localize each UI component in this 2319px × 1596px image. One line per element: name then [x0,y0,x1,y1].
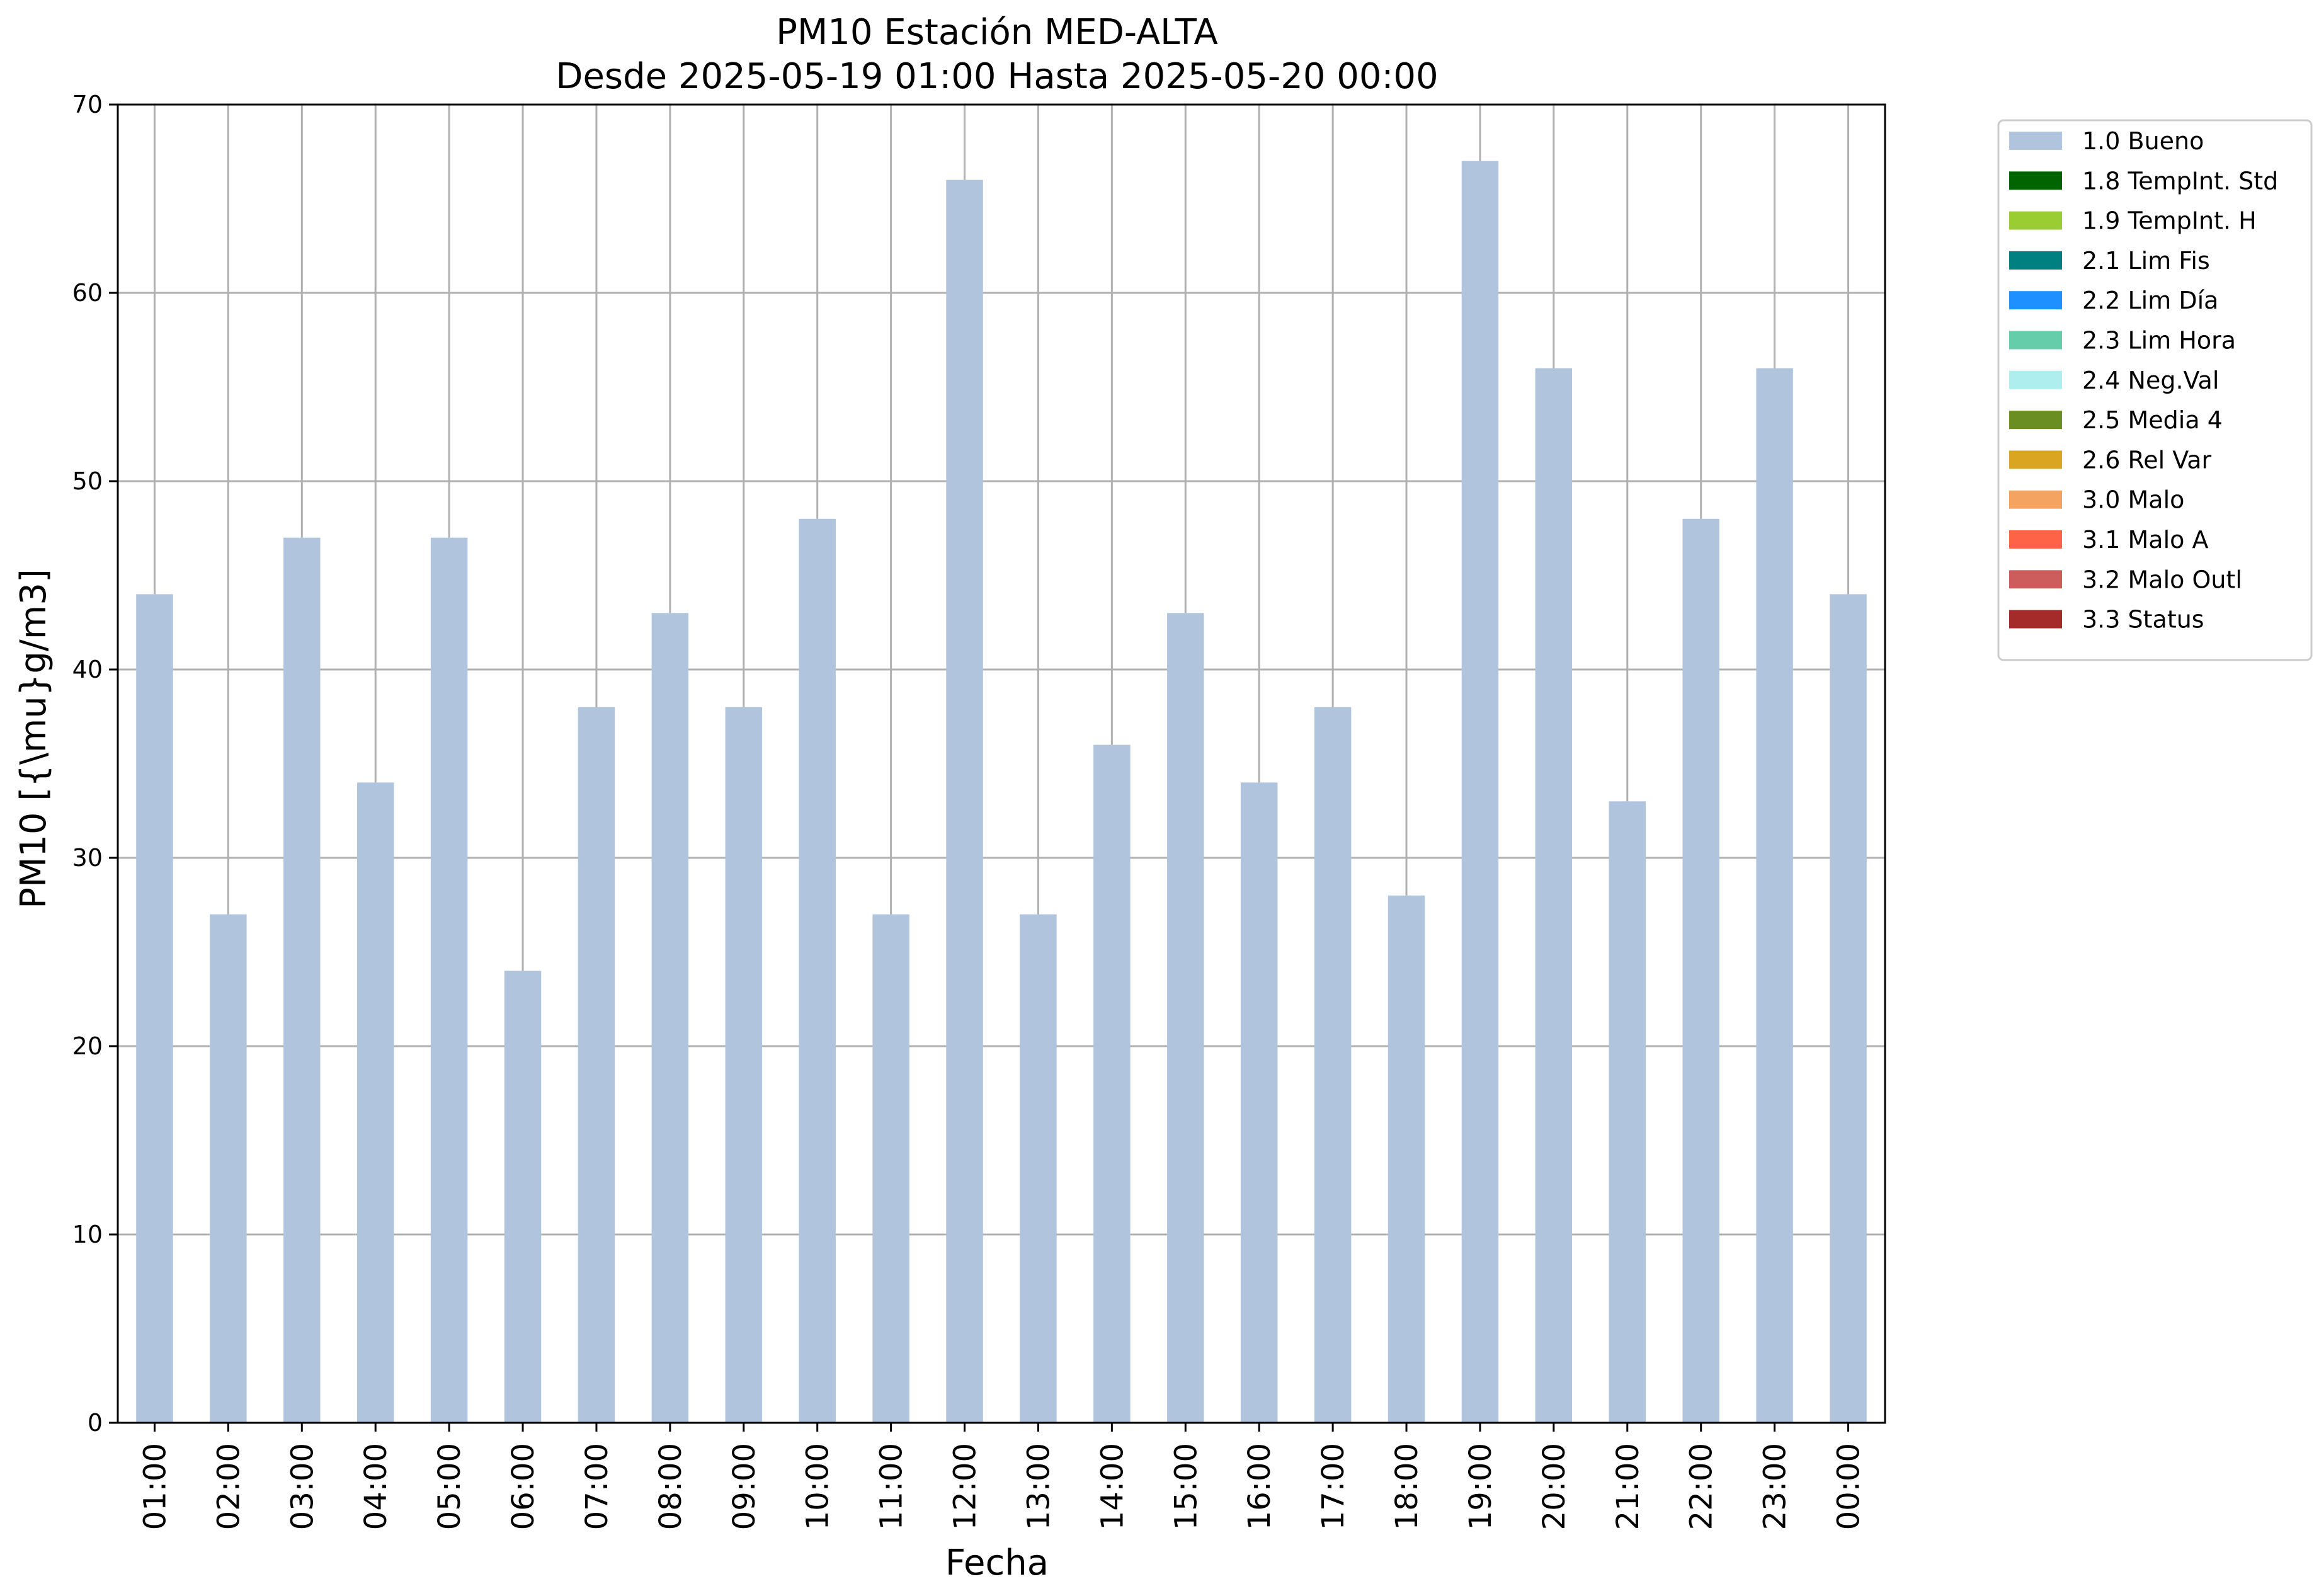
bar [1093,744,1131,1423]
legend-swatch [2009,570,2062,589]
x-tick-label: 21:00 [1610,1443,1646,1530]
legend-label: 3.3 Status [2082,606,2204,634]
legend-label: 2.2 Lim Día [2082,287,2218,314]
chart-title: PM10 Estación MED-ALTA [776,12,1218,53]
y-axis-label: PM10 [{\mu}g/m3] [13,569,54,909]
legend-swatch [2009,610,2062,629]
y-tick-label: 40 [72,656,103,683]
bar [1830,594,1867,1423]
x-tick-label: 13:00 [1021,1443,1056,1530]
bar [1314,707,1352,1423]
legend-swatch [2009,490,2062,509]
legend-swatch [2009,411,2062,430]
bar [1461,161,1499,1423]
x-tick-label: 00:00 [1832,1443,1867,1530]
x-tick-label: 01:00 [137,1443,173,1530]
legend-swatch [2009,450,2062,469]
legend-label: 1.8 TempInt. Std [2082,167,2278,195]
x-tick-label: 10:00 [801,1443,836,1530]
x-tick-label: 11:00 [874,1443,909,1530]
bar [1609,801,1646,1423]
bar-layer [136,161,1867,1423]
legend-swatch [2009,331,2062,350]
bar [1756,368,1793,1423]
vertical-grid-layer [153,105,1850,971]
x-tick-label: 06:00 [506,1443,541,1530]
bar [799,518,836,1423]
x-tick-label: 03:00 [285,1443,320,1530]
x-tick-label: 07:00 [579,1443,615,1530]
x-axis-ticks: 01:00 02:00 03:00 04:00 05:00 06:00 07:00 08:00… [137,1423,1867,1530]
legend-label: 3.2 Malo Outl [2082,566,2242,593]
legend-label: 1.9 TempInt. H [2082,207,2257,235]
plot-frame [117,103,1886,1424]
x-tick-label: 08:00 [653,1443,688,1530]
legend-swatch [2009,132,2062,150]
x-tick-label: 23:00 [1758,1443,1793,1530]
x-tick-label: 22:00 [1684,1443,1719,1530]
bar [1535,368,1573,1423]
legend-label: 1.0 Bueno [2082,127,2204,155]
bar [725,707,763,1423]
x-tick-label: 02:00 [211,1443,246,1530]
x-tick-label: 04:00 [358,1443,394,1530]
y-tick-label: 10 [72,1221,103,1248]
y-tick-label: 70 [72,91,103,118]
x-tick-label: 09:00 [727,1443,762,1530]
y-tick-label: 60 [72,279,103,307]
bar [872,914,909,1423]
chart-subtitle: Desde 2025-05-19 01:00 Hasta 2025-05-20 … [556,56,1438,97]
legend-swatch [2009,211,2062,230]
grid-layer [118,103,1885,1424]
y-axis-ticks: 0 10 20 30 40 50 60 70 [72,91,118,1437]
bar [946,180,983,1423]
legend-box [1997,119,2313,661]
legend-label: 2.5 Media 4 [2082,406,2223,434]
legend-label: 2.3 Lim Hora [2082,327,2236,355]
x-tick-label: 16:00 [1242,1443,1277,1530]
legend-swatch [2009,530,2062,549]
legend-label: 2.4 Neg.Val [2082,367,2219,394]
x-tick-label: 19:00 [1463,1443,1498,1530]
bar [1240,782,1278,1423]
bar [651,613,689,1423]
legend-swatch [2009,291,2062,310]
x-tick-label: 18:00 [1389,1443,1425,1530]
legend-swatch [2009,370,2062,389]
x-tick-label: 14:00 [1095,1443,1130,1530]
bar [430,537,468,1423]
legend-label: 3.1 Malo A [2082,526,2208,554]
bar [356,782,394,1423]
y-tick-label: 30 [72,844,103,872]
bar [504,971,542,1423]
y-tick-label: 0 [88,1409,103,1437]
bar [210,914,247,1423]
legend-label: 2.6 Rel Var [2082,446,2212,474]
x-tick-label: 20:00 [1537,1443,1572,1530]
legend-swatch [2009,251,2062,270]
legend-swatch [2009,171,2062,190]
bar [283,537,321,1423]
bar [578,707,615,1423]
legend-label: 3.0 Malo [2082,486,2184,514]
bar [1682,518,1719,1423]
x-tick-label: 15:00 [1168,1443,1204,1530]
x-tick-label: 17:00 [1316,1443,1351,1530]
x-axis-label: Fecha [945,1542,1049,1583]
y-tick-label: 20 [72,1032,103,1060]
bar [1167,613,1204,1423]
legend: 1.0 Bueno 1.8 TempInt. Std 1.9 TempInt. H 2… [1997,119,2313,661]
bar [136,594,173,1423]
bar [1387,895,1425,1423]
bar [1020,914,1057,1423]
legend-label: 2.1 Lim Fis [2082,247,2210,275]
x-tick-label: 12:00 [948,1443,983,1530]
x-tick-label: 05:00 [432,1443,467,1530]
y-tick-label: 50 [72,467,103,495]
